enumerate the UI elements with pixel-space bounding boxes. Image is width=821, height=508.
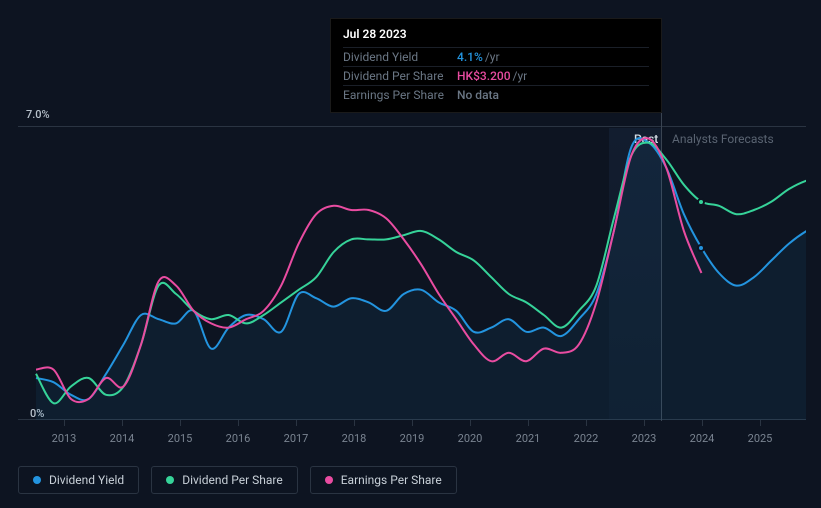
x-tick-label: 2025 — [748, 432, 773, 445]
x-tick-mark — [760, 420, 761, 426]
x-tick-mark — [702, 420, 703, 426]
tooltip-row-value: HK$3.200 — [457, 69, 511, 83]
x-tick-label: 2019 — [400, 432, 425, 445]
x-tick-label: 2013 — [52, 432, 77, 445]
legend-item[interactable]: Earnings Per Share — [310, 466, 457, 494]
x-tick-mark — [644, 420, 645, 426]
x-tick-label: 2024 — [690, 432, 715, 445]
legend-item[interactable]: Dividend Per Share — [151, 466, 298, 494]
x-tick-mark — [122, 420, 123, 426]
x-tick-mark — [296, 420, 297, 426]
tooltip-row-label: Dividend Per Share — [343, 69, 457, 83]
tooltip: Jul 28 2023 Dividend Yield4.1%/yrDividen… — [330, 18, 662, 113]
tooltip-row-label: Dividend Yield — [343, 50, 457, 64]
tooltip-row-unit: /yr — [485, 50, 500, 64]
tooltip-date: Jul 28 2023 — [343, 27, 649, 41]
x-tick-mark — [412, 420, 413, 426]
tooltip-row-value: No data — [457, 88, 499, 102]
legend-dot-icon — [33, 476, 41, 484]
x-tick-label: 2021 — [516, 432, 541, 445]
chart-svg — [18, 108, 806, 420]
legend-label: Dividend Per Share — [182, 473, 283, 487]
tooltip-row-unit: /yr — [513, 69, 528, 83]
chart-area[interactable]: 7.0% 0% — [18, 108, 806, 420]
legend-dot-icon — [166, 476, 174, 484]
x-tick-label: 2015 — [168, 432, 193, 445]
x-tick-mark — [354, 420, 355, 426]
x-tick-mark — [64, 420, 65, 426]
legend-label: Earnings Per Share — [341, 473, 442, 487]
tooltip-row-value: 4.1% — [457, 50, 483, 64]
x-tick-mark — [180, 420, 181, 426]
x-axis: 2013 2014 2015 2016 2017 2018 2019 2020 2021 2022… — [18, 428, 806, 448]
tooltip-row: Earnings Per ShareNo data — [343, 85, 649, 104]
x-tick-mark — [470, 420, 471, 426]
legend-item[interactable]: Dividend Yield — [18, 466, 139, 494]
x-tick-label: 2022 — [574, 432, 599, 445]
x-tick-label: 2018 — [342, 432, 367, 445]
tooltip-row-label: Earnings Per Share — [343, 88, 457, 102]
x-tick-label: 2014 — [110, 432, 135, 445]
x-tick-label: 2020 — [458, 432, 483, 445]
x-tick-mark — [528, 420, 529, 426]
tooltip-row: Dividend Per ShareHK$3.200/yr — [343, 66, 649, 85]
tooltip-row: Dividend Yield4.1%/yr — [343, 47, 649, 66]
x-tick-label: 2017 — [284, 432, 309, 445]
legend-label: Dividend Yield — [49, 473, 124, 487]
x-tick-mark — [586, 420, 587, 426]
x-tick-label: 2016 — [226, 432, 251, 445]
legend: Dividend Yield Dividend Per Share Earnings… — [18, 466, 457, 494]
x-tick-mark — [238, 420, 239, 426]
x-tick-label: 2023 — [632, 432, 657, 445]
legend-dot-icon — [325, 476, 333, 484]
